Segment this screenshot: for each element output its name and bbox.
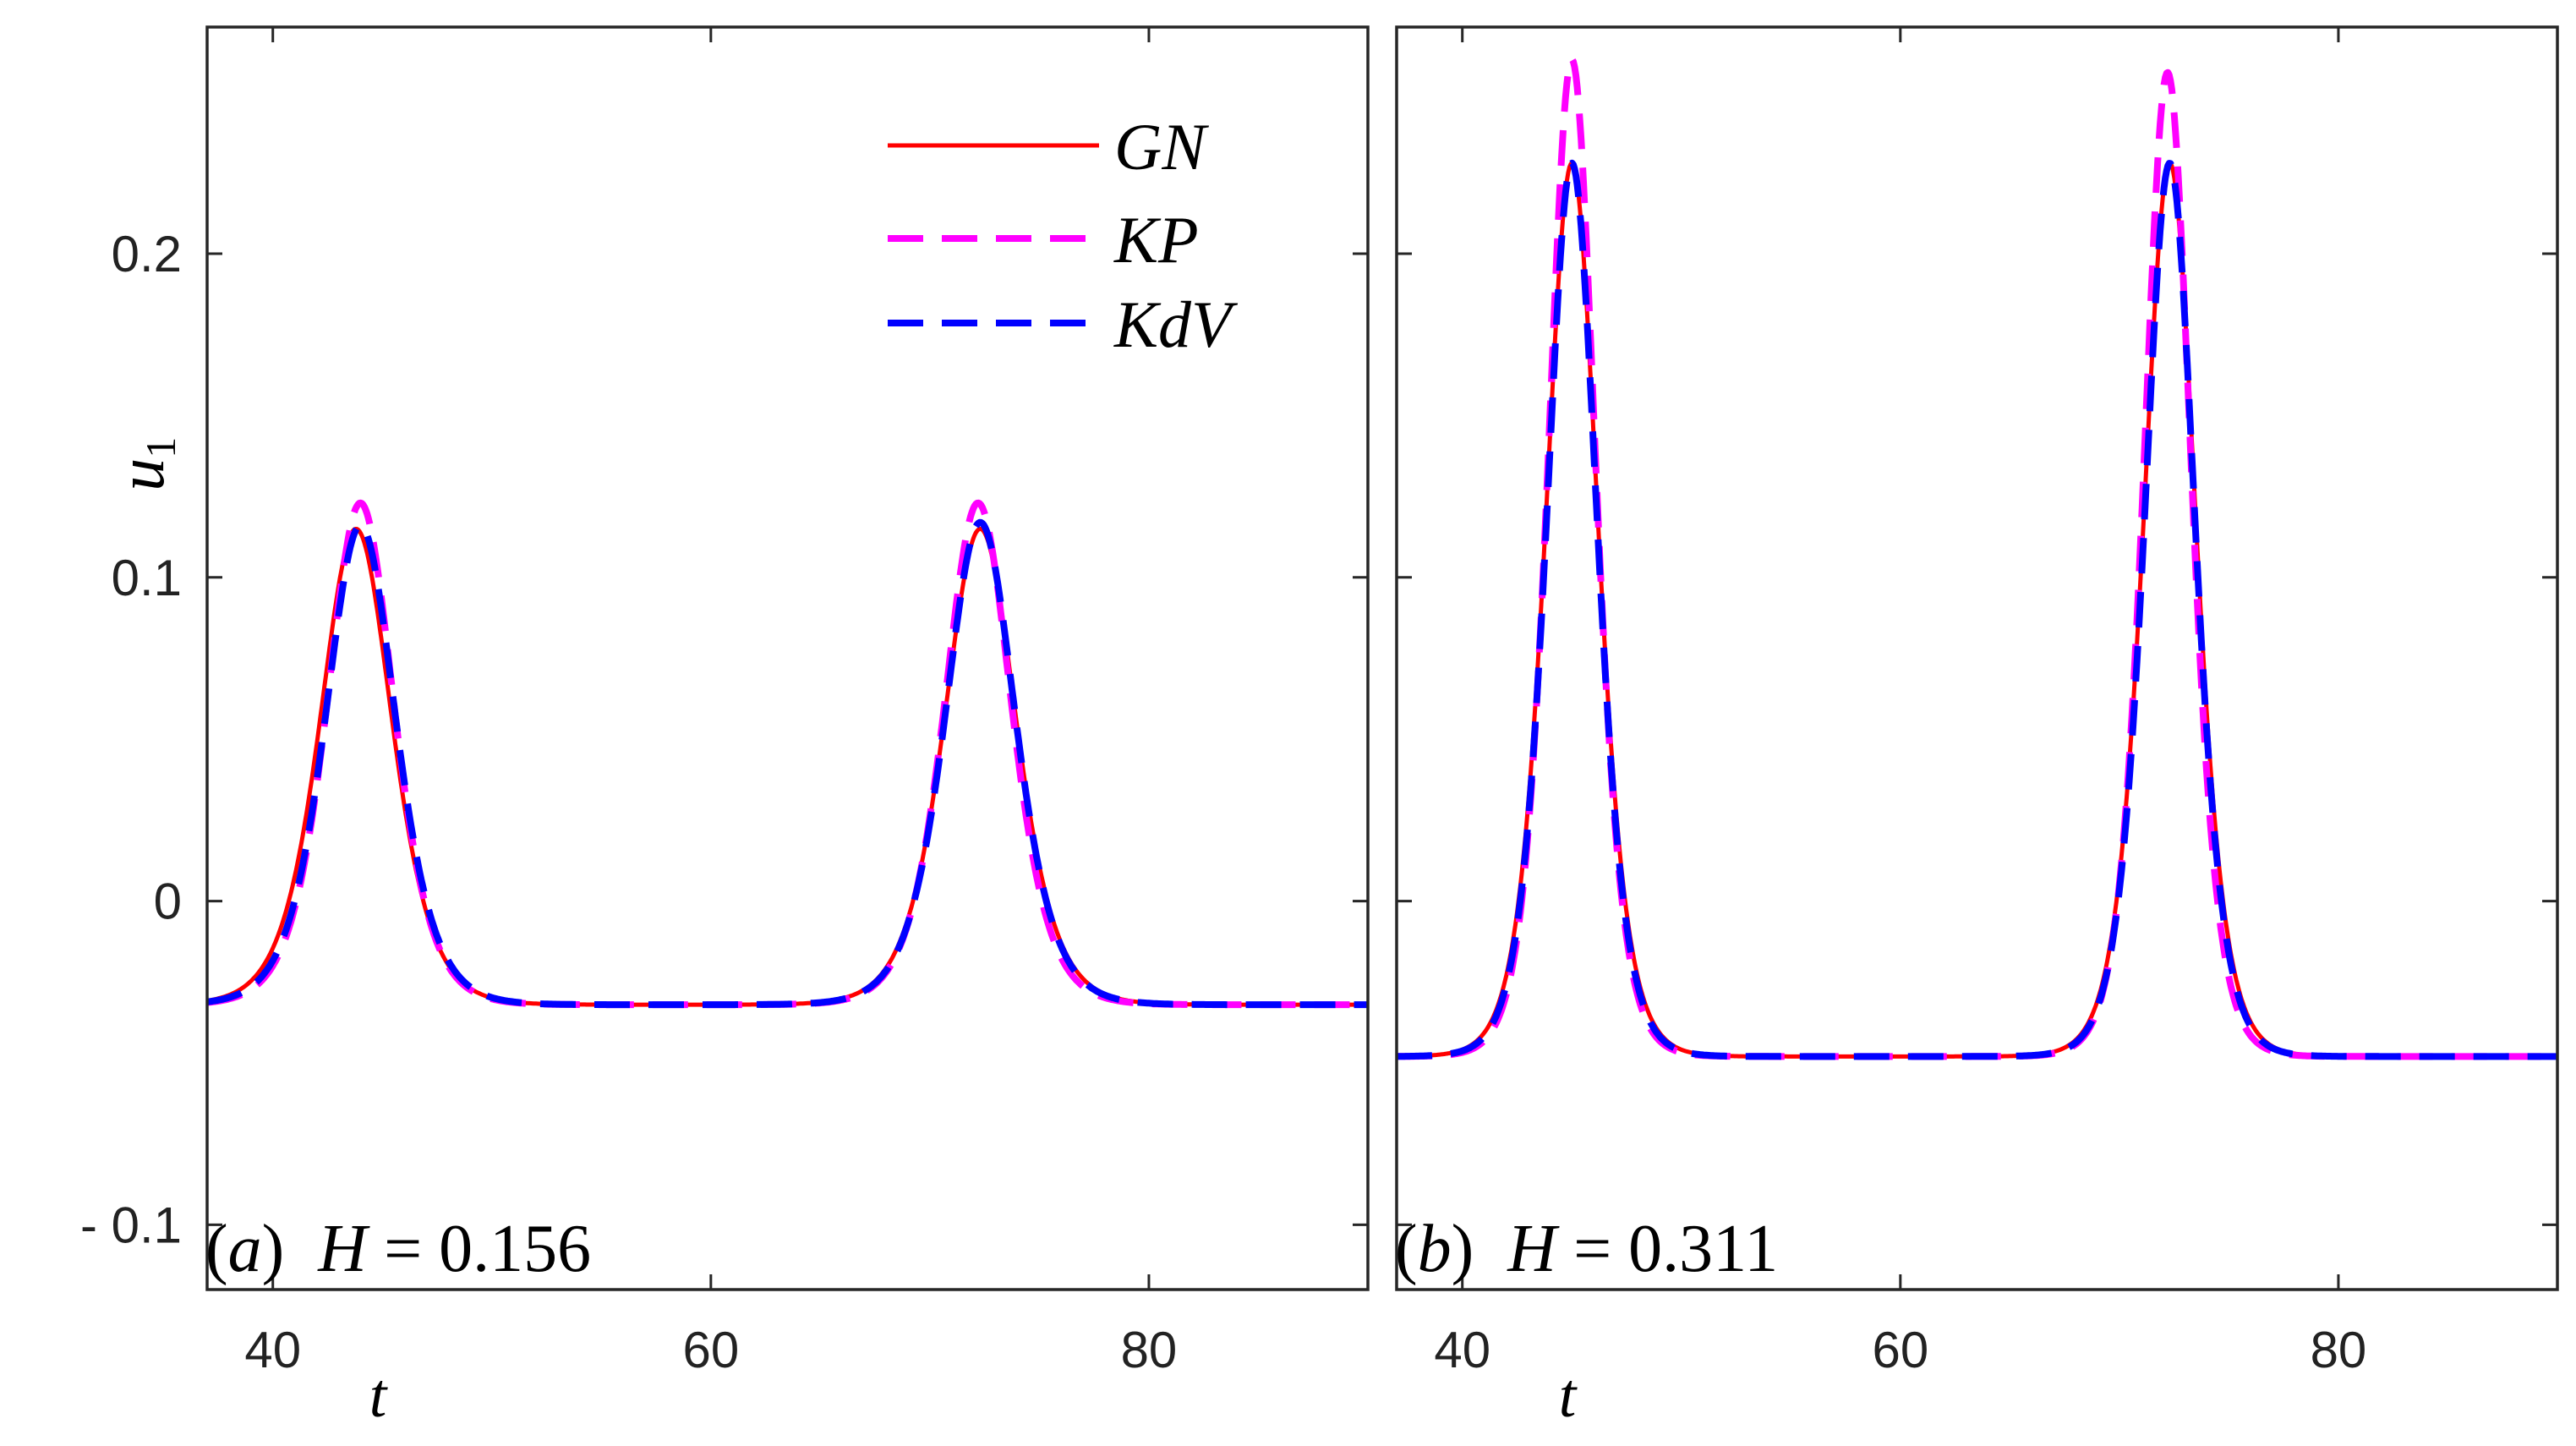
y-axis-label-a: u1 [104, 437, 184, 491]
x-tick-label-a: 40 [244, 1322, 301, 1378]
y-tick-label-a: - 0.1 [80, 1197, 182, 1253]
x-tick-label-a: 80 [1121, 1322, 1178, 1378]
x-axis-label-b: t [1559, 1361, 1578, 1431]
axes-frame-b [1395, 25, 2559, 1291]
legend: GN KP KdV [888, 110, 1239, 361]
y-tick-label-a: 0 [154, 874, 182, 930]
x-tick-label-b: 80 [2311, 1322, 2367, 1378]
legend-label-kp: KP [1113, 203, 1199, 277]
series-line-kdv-b [1397, 159, 2557, 1060]
x-tick-label-b: 60 [1872, 1322, 1928, 1378]
panel-annotation-b: (b) H = 0.311 [1395, 1212, 1778, 1286]
series-line-kdv-a [207, 518, 1368, 1009]
legend-label-kdv: KdV [1113, 288, 1239, 361]
panel-a: 40 60 80 - 0.1 0 0.1 0.2 t u1 (a) H = 0.156 [80, 25, 1370, 1431]
series-group-b [1397, 56, 2557, 1060]
panel-b: 40 60 80 t (b) H = 0.311 [1395, 25, 2559, 1431]
panel-annotation-a: (a) H = 0.156 [205, 1212, 591, 1286]
x-tick-label-a: 60 [682, 1322, 739, 1378]
series-group-a [207, 499, 1368, 1009]
y-tick-label-a: 0.1 [112, 550, 182, 606]
x-axis-label-a: t [369, 1361, 389, 1431]
legend-label-gn: GN [1114, 110, 1209, 183]
axes-frame-a [205, 25, 1370, 1291]
y-tick-label-a: 0.2 [112, 226, 182, 282]
x-tick-label-b: 40 [1434, 1322, 1490, 1378]
